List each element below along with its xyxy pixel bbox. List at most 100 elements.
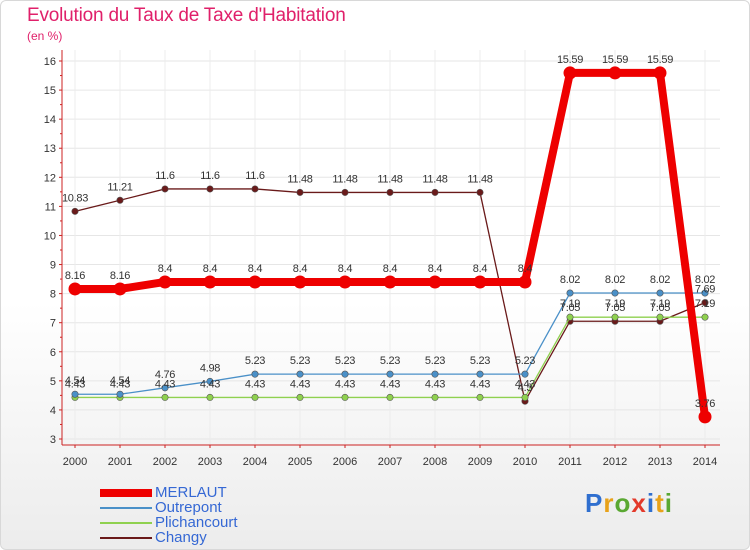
data-labels-layer: 8.16 8.16 8.4 8.4 8.4 8.4 8.4 8.4 8.4 8.4 8.4 15.59… <box>62 54 716 410</box>
point-outrepont-2014 <box>701 289 709 297</box>
data-label-outrepont-2000: 4.54 <box>65 375 85 387</box>
point-plichancourt-2009 <box>476 393 484 401</box>
x-tick-label-2007: 2007 <box>378 456 402 468</box>
point-outrepont-2000 <box>71 390 79 398</box>
y-axis-unit: (en %) <box>27 29 63 43</box>
data-label-changy-2007: 11.48 <box>377 173 402 185</box>
data-label-changy-2006: 11.48 <box>332 173 357 185</box>
data-label-outrepont-2001: 4.54 <box>110 375 130 387</box>
x-tick-label-2005: 2005 <box>288 456 312 468</box>
point-merlaut-2012 <box>608 66 622 80</box>
y-tick-label-3: 3 <box>50 434 56 446</box>
point-plichancourt-2011 <box>566 313 574 321</box>
data-label-changy-2009: 11.48 <box>467 173 492 185</box>
point-plichancourt-2014 <box>701 313 709 321</box>
x-tick-label-2004: 2004 <box>243 456 267 468</box>
data-label-plichancourt-2002: 4.43 <box>155 378 175 390</box>
point-merlaut-2010 <box>518 275 532 289</box>
point-changy-2007 <box>386 188 394 196</box>
point-changy-2005 <box>296 188 304 196</box>
data-label-merlaut-2012: 15.59 <box>602 54 628 66</box>
logo-letter: P <box>585 488 604 518</box>
data-label-merlaut-2011: 15.59 <box>557 54 583 66</box>
legend-swatch-merlaut <box>100 489 152 497</box>
point-plichancourt-2002 <box>161 393 169 401</box>
y-tick-label-12: 12 <box>44 172 56 184</box>
point-outrepont-2005 <box>296 370 304 378</box>
y-tick-label-5: 5 <box>50 376 56 388</box>
logo-letter: o <box>614 488 632 518</box>
x-tick-label-2014: 2014 <box>693 456 717 468</box>
data-label-outrepont-2005: 5.23 <box>290 355 310 367</box>
point-outrepont-2007 <box>386 370 394 378</box>
point-plichancourt-2005 <box>296 393 304 401</box>
data-label-plichancourt-2005: 4.43 <box>290 378 310 390</box>
data-label-plichancourt-2014: 7.19 <box>695 298 715 310</box>
data-label-merlaut-2009: 8.4 <box>473 263 488 275</box>
point-changy-2002 <box>161 185 169 193</box>
point-changy-2008 <box>431 188 439 196</box>
data-label-changy-2012: 7.05 <box>605 302 625 314</box>
data-label-changy-2013: 7.05 <box>650 302 670 314</box>
data-label-merlaut-2014: 3.76 <box>695 398 715 410</box>
point-outrepont-2011 <box>566 289 574 297</box>
point-outrepont-2012 <box>611 289 619 297</box>
point-outrepont-2003 <box>206 377 214 385</box>
point-outrepont-2010 <box>521 370 529 378</box>
data-label-merlaut-2008: 8.4 <box>428 263 443 275</box>
data-label-merlaut-2001: 8.16 <box>110 270 130 282</box>
data-label-outrepont-2003: 4.98 <box>200 362 220 374</box>
data-label-plichancourt-2012: 7.19 <box>605 298 625 310</box>
point-outrepont-2006 <box>341 370 349 378</box>
y-tick-label-15: 15 <box>44 85 56 97</box>
legend-label-plichancourt: Plichancourt <box>155 514 238 531</box>
x-tick-label-2001: 2001 <box>108 456 132 468</box>
point-plichancourt-2013 <box>656 313 664 321</box>
point-plichancourt-2010 <box>521 393 529 401</box>
data-label-outrepont-2012: 8.02 <box>605 274 625 286</box>
data-label-plichancourt-2011: 7.19 <box>560 298 580 310</box>
point-changy-2001 <box>116 196 124 204</box>
legend-label-changy: Changy <box>155 529 207 546</box>
legend-label-merlaut: MERLAUT <box>155 484 227 501</box>
data-label-changy-2011: 7.05 <box>560 302 580 314</box>
data-label-outrepont-2014: 8.02 <box>695 274 715 286</box>
axes: 3 4 5 6 7 8 9 10 11 12 13 14 15 16 2000 2001 2002 2003 200… <box>44 50 720 468</box>
data-label-outrepont-2010: 5.23 <box>515 355 535 367</box>
y-tick-label-10: 10 <box>44 230 56 242</box>
point-outrepont-2002 <box>161 384 169 392</box>
series-layer <box>68 66 712 424</box>
point-changy-2006 <box>341 188 349 196</box>
data-label-changy-2002: 11.6 <box>155 170 175 182</box>
x-tick-label-2012: 2012 <box>603 456 627 468</box>
x-tick-label-2011: 2011 <box>558 456 582 468</box>
point-changy-2014 <box>701 299 709 307</box>
data-label-outrepont-2002: 4.76 <box>155 369 175 381</box>
point-outrepont-2013 <box>656 289 664 297</box>
data-label-merlaut-2010: 8.4 <box>518 263 533 275</box>
data-label-outrepont-2008: 5.23 <box>425 355 445 367</box>
data-label-plichancourt-2003: 4.43 <box>200 378 220 390</box>
x-tick-label-2008: 2008 <box>423 456 447 468</box>
data-label-changy-2008: 11.48 <box>422 173 447 185</box>
data-label-changy-2000: 10.83 <box>62 192 88 204</box>
data-label-outrepont-2007: 5.23 <box>380 355 400 367</box>
data-label-merlaut-2005: 8.4 <box>293 263 308 275</box>
point-merlaut-2002 <box>158 275 172 289</box>
y-tick-label-9: 9 <box>50 260 56 272</box>
point-merlaut-2009 <box>473 275 487 289</box>
y-tick-label-13: 13 <box>44 143 56 155</box>
data-label-plichancourt-2004: 4.43 <box>245 378 265 390</box>
point-plichancourt-2012 <box>611 313 619 321</box>
data-label-merlaut-2004: 8.4 <box>248 263 263 275</box>
data-label-plichancourt-2013: 7.19 <box>650 298 670 310</box>
y-tick-label-7: 7 <box>50 318 56 330</box>
y-tick-label-4: 4 <box>50 405 56 417</box>
point-merlaut-2011 <box>563 66 577 80</box>
point-merlaut-2013 <box>653 66 667 80</box>
point-changy-2004 <box>251 185 259 193</box>
point-merlaut-2003 <box>203 275 217 289</box>
point-outrepont-2009 <box>476 370 484 378</box>
chart-title: Evolution du Taux de Taxe d'Habitation <box>27 5 346 26</box>
